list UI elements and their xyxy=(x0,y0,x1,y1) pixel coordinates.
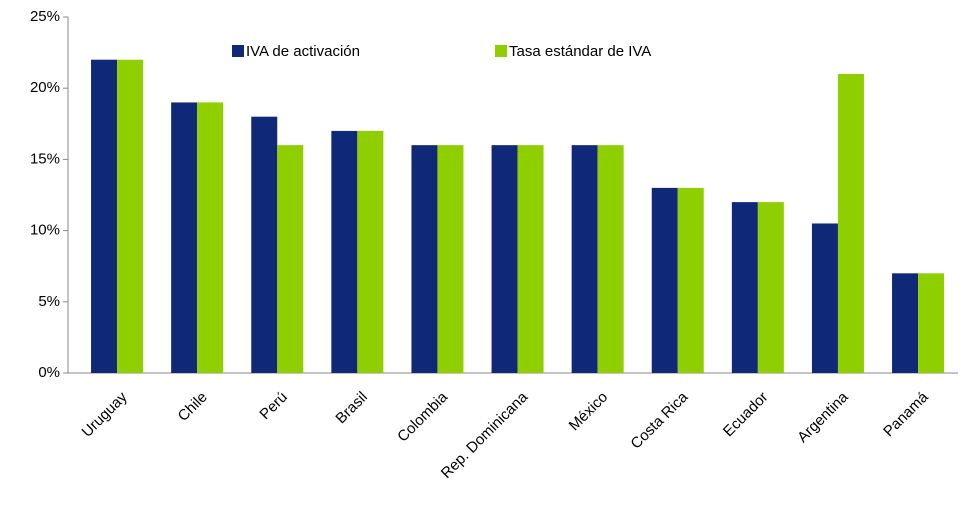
y-tick-label: 25% xyxy=(30,8,60,25)
bar xyxy=(251,116,278,374)
bar xyxy=(811,223,838,373)
bar xyxy=(197,102,224,373)
bar xyxy=(491,145,518,373)
x-tick-label: Uruguay xyxy=(79,388,131,440)
legend-swatch xyxy=(495,45,507,57)
x-tick-label: Costa Rica xyxy=(627,388,691,452)
bar xyxy=(411,145,438,373)
bar xyxy=(517,145,544,373)
x-tick-label: Chile xyxy=(175,389,211,425)
bar xyxy=(91,59,118,373)
x-tick-label: Ecuador xyxy=(720,389,772,441)
x-tick-label: México xyxy=(566,389,612,435)
x-tick-label: Colombia xyxy=(394,388,451,445)
bar xyxy=(171,102,198,373)
bar xyxy=(837,73,864,374)
y-tick-label: 5% xyxy=(38,293,60,310)
bar xyxy=(892,273,919,373)
legend-label: Tasa estándar de IVA xyxy=(509,43,651,60)
legend-swatch xyxy=(232,45,244,57)
bar xyxy=(918,273,945,373)
bar xyxy=(571,145,598,373)
x-tick-label: Brasil xyxy=(332,389,371,428)
x-tick-label: Rep. Dominicana xyxy=(438,388,532,482)
bar xyxy=(331,130,358,373)
bar xyxy=(277,145,304,373)
bar xyxy=(651,187,678,373)
bar xyxy=(437,145,464,373)
y-tick-label: 0% xyxy=(38,364,60,381)
bar xyxy=(677,187,704,373)
bar xyxy=(731,202,758,373)
bar xyxy=(597,145,624,373)
x-tick-label: Perú xyxy=(256,389,290,423)
y-tick-label: 20% xyxy=(30,79,60,96)
y-tick-label: 10% xyxy=(30,222,60,239)
bar xyxy=(117,59,144,373)
x-tick-label: Panamá xyxy=(880,388,932,440)
y-tick-label: 15% xyxy=(30,150,60,167)
bar xyxy=(757,202,784,373)
bar xyxy=(357,130,384,373)
x-tick-label: Argentina xyxy=(794,388,852,446)
legend-label: IVA de activación xyxy=(246,43,360,60)
